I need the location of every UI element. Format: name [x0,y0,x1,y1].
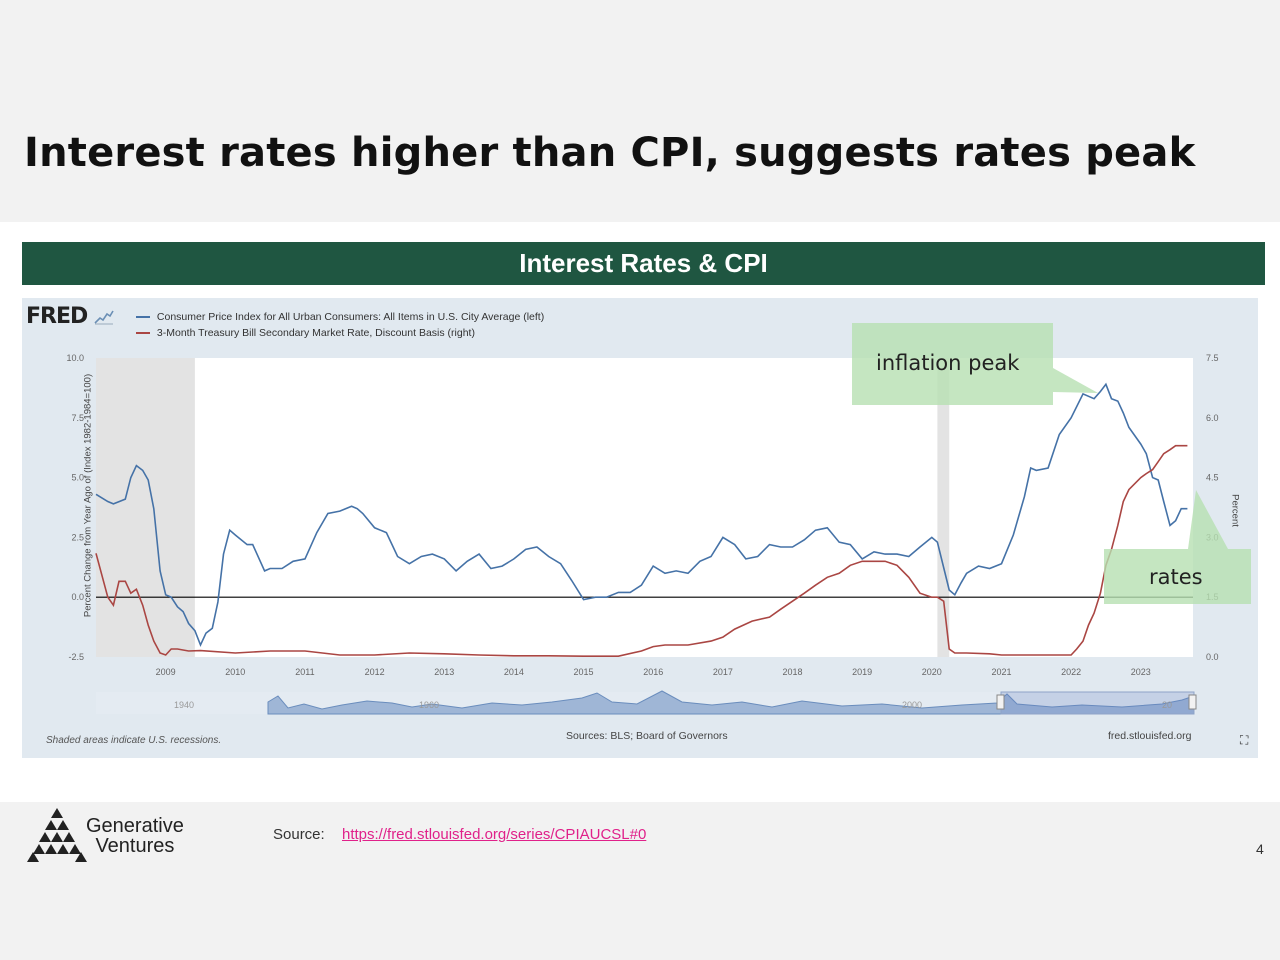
sources-note: Sources: BLS; Board of Governors [566,730,728,742]
chart-svg: 10.07.55.02.50.0-2.5 7.56.04.53.01.50.0 … [66,353,1219,715]
x-tick-label: 2010 [225,667,245,677]
source-label: Source: [273,826,325,843]
y-tick-label-left: 7.5 [71,413,84,423]
navigator-handle-left[interactable] [996,694,1005,710]
legend-label-tbill: 3-Month Treasury Bill Secondary Market R… [156,327,475,339]
callout-inflation-text: inflation peak [876,351,1020,375]
fred-url-link[interactable]: fred.stlouisfed.org [1108,730,1192,742]
x-tick-label: 2022 [1061,667,1081,677]
y-tick-label-left: 0.0 [71,592,84,602]
x-tick-label: 2013 [434,667,454,677]
y-tick-label-left: 5.0 [71,473,84,483]
x-tick-label: 2016 [643,667,663,677]
x-tick-label: 2015 [574,667,594,677]
brand-name-line1: Generative [86,815,184,837]
recession-band [96,358,195,657]
x-tick-label: 2021 [991,667,1011,677]
callout-rates: rates [1104,549,1251,604]
generative-ventures-logo-icon [27,808,87,862]
legend-item-cpi[interactable]: Consumer Price Index for All Urban Consu… [136,311,544,323]
x-tick-label: 2012 [365,667,385,677]
fullscreen-icon[interactable]: ⛶ [1240,733,1249,747]
x-tick-label: 2011 [295,667,314,677]
x-tick-label: 2009 [156,667,176,677]
legend-swatch-cpi [136,316,150,319]
navigator-area [267,690,1195,715]
series-line-cpi [95,382,1188,648]
fred-graph-panel: 10.07.55.02.50.0-2.5 7.56.04.53.01.50.0 … [22,298,1258,758]
range-navigator[interactable]: 1940 1960 2000 20 [96,690,1197,715]
x-tick-label: 2023 [1131,667,1151,677]
x-tick-label: 2019 [852,667,872,677]
navigator-label: 20 [1162,700,1172,710]
plot-area [96,358,1193,657]
y-tick-label-right: 6.0 [1206,413,1219,423]
slide-title: Interest rates higher than CPI, suggests… [24,130,1196,176]
y-axis-left-ticks: 10.0 7.5 5.0 2.5 0.0 -2.5 [66,353,84,662]
fred-logo-text: FRED [26,304,88,329]
brand-name-line2: Ventures [95,835,175,857]
legend-swatch-tbill [136,332,150,335]
x-tick-label: 2018 [782,667,802,677]
brand-name: Generative Ventures [86,816,184,856]
navigator-label: 1940 [174,700,194,710]
y-tick-label-left: 2.5 [71,532,84,542]
y-axis-right-ticks: 7.56.04.53.01.50.0 [1206,353,1219,662]
y-axis-right-label: Percent [1229,494,1241,527]
fred-logo[interactable]: FRED [26,304,114,329]
source-link[interactable]: https://fred.stlouisfed.org/series/CPIAU… [342,826,647,843]
recession-band [937,358,950,657]
navigator-label: 2000 [902,700,922,710]
x-tick-label: 2017 [713,667,733,677]
x-tick-label: 2020 [922,667,942,677]
y-tick-label-right: 3.0 [1206,532,1219,542]
y-tick-label-left: -2.5 [68,652,84,662]
x-axis-ticks: 2009 2010 2011 2012 2013 2014 2015 2016 2017 2018… [156,667,1151,677]
y-tick-label-right: 0.0 [1206,652,1219,662]
y-tick-label-right: 4.5 [1206,473,1219,483]
y-axis-left-label: Percent Change from Year Ago of (Index 1… [82,373,94,618]
legend-item-tbill[interactable]: 3-Month Treasury Bill Secondary Market R… [136,327,475,339]
page-number: 4 [1256,841,1264,857]
navigator-handle-right[interactable] [1188,694,1197,710]
x-tick-label: 2014 [504,667,524,677]
legend-label-cpi: Consumer Price Index for All Urban Consu… [156,311,545,323]
y-tick-label-right: 7.5 [1206,353,1219,363]
fred-chart-icon [94,310,114,325]
navigator-label: 1960 [419,700,439,710]
chart-banner: Interest Rates & CPI [22,242,1265,285]
y-tick-label-left: 10.0 [66,353,84,363]
recession-note: Shaded areas indicate U.S. recessions. [46,735,222,746]
callout-rates-text: rates [1149,565,1203,589]
callout-inflation-peak: inflation peak [852,323,1053,405]
